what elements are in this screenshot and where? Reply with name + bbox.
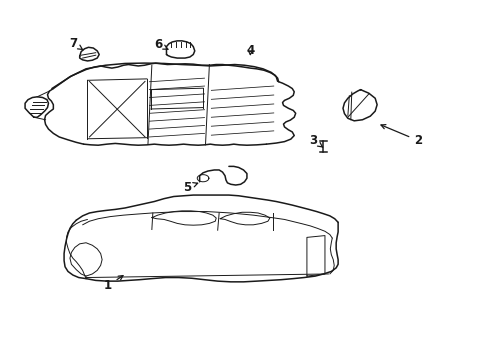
Text: 2: 2 bbox=[380, 125, 422, 147]
Text: 1: 1 bbox=[103, 275, 123, 292]
Text: 3: 3 bbox=[309, 134, 322, 147]
Text: 5: 5 bbox=[182, 181, 197, 194]
Text: 6: 6 bbox=[154, 38, 168, 51]
Text: 7: 7 bbox=[69, 37, 83, 50]
Text: 4: 4 bbox=[246, 44, 254, 57]
